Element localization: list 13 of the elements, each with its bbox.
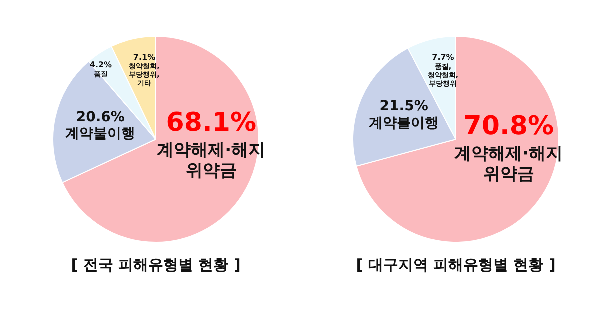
data-label: 68.1% bbox=[166, 108, 256, 138]
slice-label: 계약불이행 bbox=[66, 126, 136, 142]
data-label: 21.5% bbox=[380, 98, 428, 115]
data-label: 70.8% bbox=[464, 112, 554, 142]
data-label: 7.1% bbox=[133, 52, 156, 62]
slice-label: 계약불이행 bbox=[369, 115, 440, 132]
data-label: 7.7% bbox=[432, 53, 454, 62]
text: [ 대구지역 피해유형별 현황 ] bbox=[356, 256, 556, 274]
data-label: 4.2% bbox=[90, 60, 112, 70]
slice-label: 계약해제·해지 위약금 bbox=[157, 140, 266, 181]
slice-label: 계약해제·해지 위약금 bbox=[454, 144, 564, 184]
data-label: 20.6% bbox=[76, 109, 125, 126]
text: [ 전국 피해유형별 현황 ] bbox=[71, 256, 241, 274]
